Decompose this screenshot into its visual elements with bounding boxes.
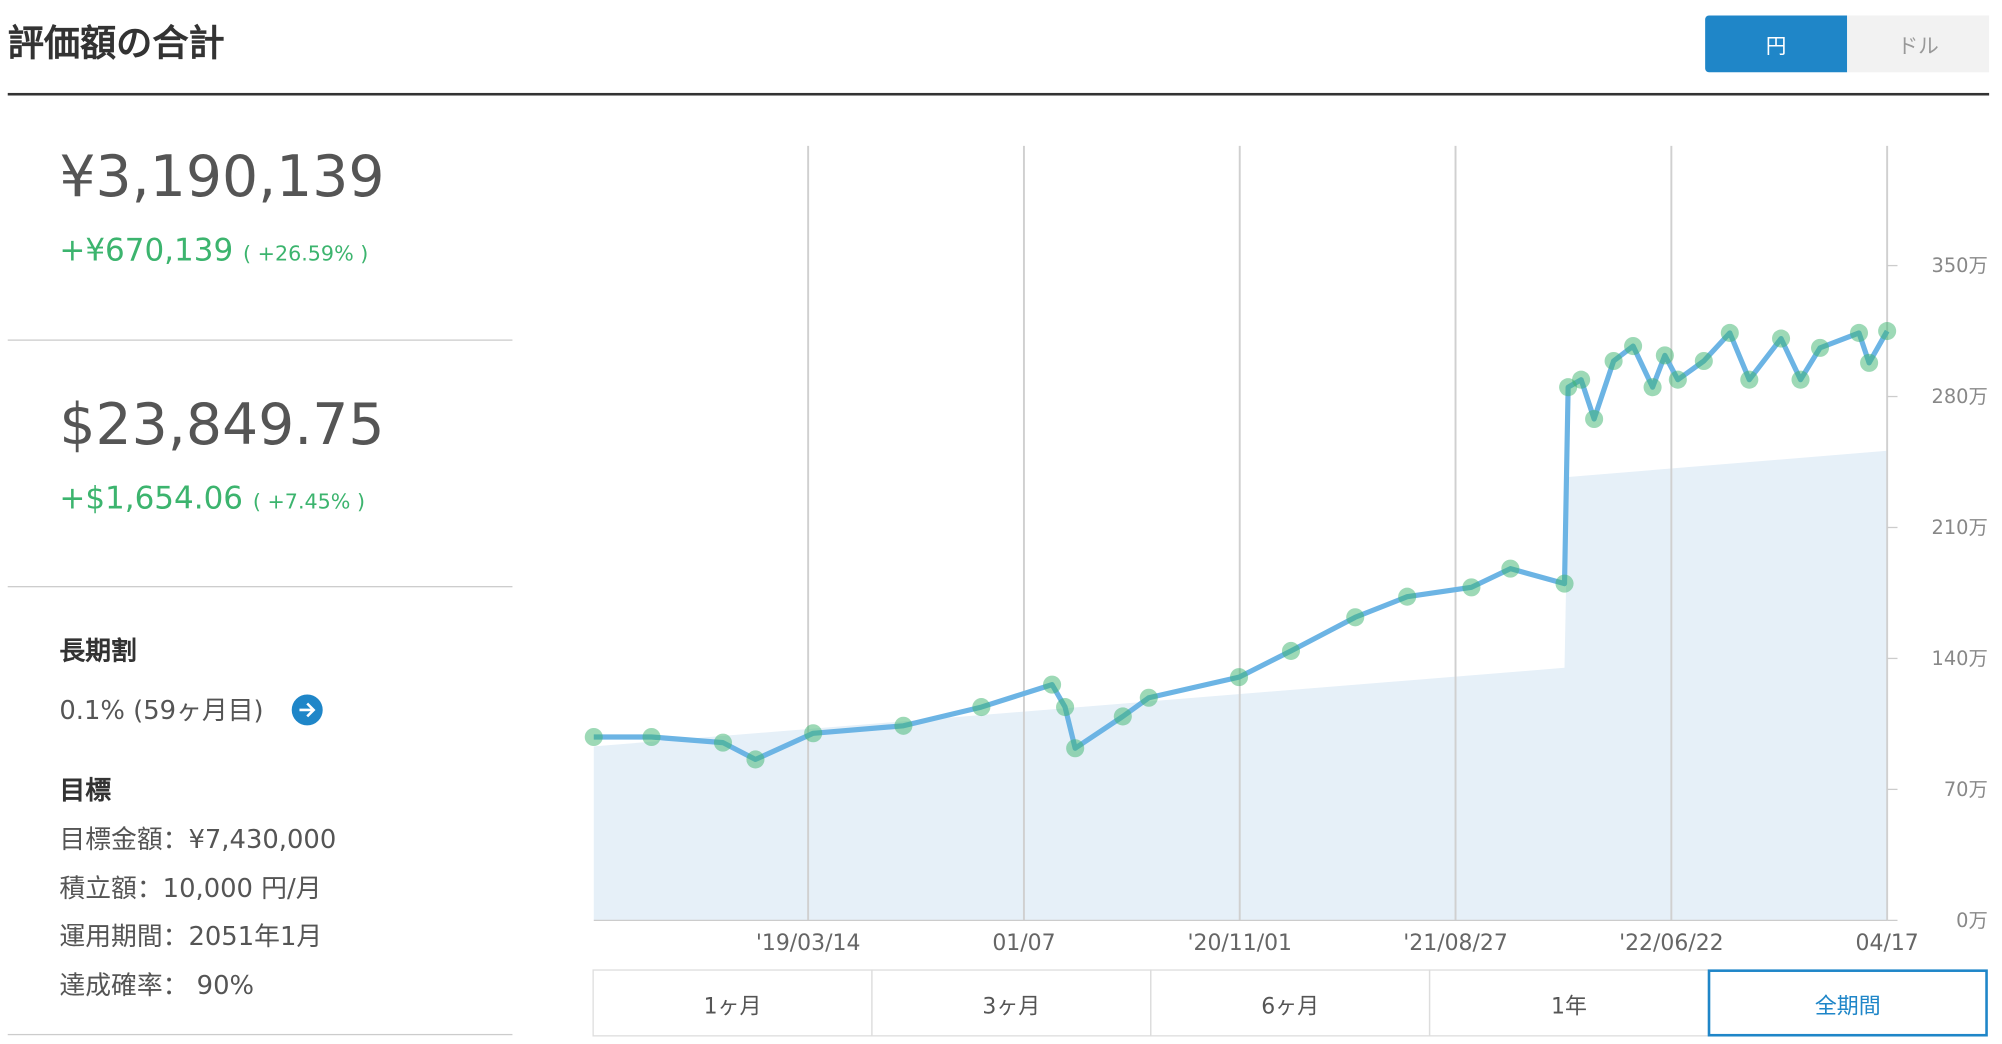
range-button[interactable]: 1ヶ月	[592, 969, 873, 1037]
value-marker	[1604, 351, 1623, 371]
discount-value: 0.1% (59ヶ月目)	[59, 694, 264, 726]
value-marker	[713, 733, 732, 752]
value-marker	[1585, 409, 1604, 429]
value-marker	[1720, 323, 1739, 342]
divider	[7, 586, 513, 588]
value-marker	[1501, 559, 1520, 578]
y-tick-label: 280万	[1932, 385, 1988, 408]
value-marker	[1668, 370, 1687, 389]
yen-button[interactable]: 円	[1705, 15, 1848, 73]
value-marker	[1643, 378, 1662, 397]
value-marker	[1791, 370, 1810, 389]
discount-title: 長期割	[59, 635, 137, 667]
x-tick-label: '21/08/27	[1403, 931, 1508, 956]
y-tick-label: 350万	[1932, 254, 1988, 277]
usd-button[interactable]: ドル	[1847, 15, 1990, 73]
goal-line: 運用期間：2051年1月	[59, 920, 323, 952]
range-button[interactable]: 3ヶ月	[871, 969, 1152, 1037]
value-marker	[1572, 370, 1591, 389]
value-marker	[972, 698, 991, 717]
value-marker	[1810, 338, 1830, 357]
value-marker	[1139, 688, 1158, 707]
value-marker	[746, 750, 765, 769]
y-tick-label: 210万	[1932, 516, 1988, 539]
goal-line: 目標金額：¥7,430,000	[59, 823, 337, 855]
value-marker	[1113, 707, 1132, 726]
value-marker	[642, 727, 661, 747]
y-tick-label: 0万	[1956, 909, 1988, 932]
usd-gain: +$1,654.06 ( +7.45% )	[59, 480, 365, 516]
value-marker	[1056, 698, 1075, 717]
value-marker	[1066, 739, 1085, 758]
value-marker	[1694, 351, 1713, 371]
page-title: 評価額の合計	[7, 21, 225, 65]
value-marker	[1624, 336, 1643, 356]
x-tick-label: '20/11/01	[1187, 931, 1292, 956]
discount-text: 0.1% (59ヶ月目)	[59, 689, 323, 726]
value-marker	[804, 724, 823, 743]
usd-total: $23,849.75	[59, 392, 385, 459]
value-marker	[1555, 574, 1574, 593]
value-marker	[584, 727, 603, 747]
yen-rate: ( +26.59% )	[243, 241, 369, 266]
value-marker	[1849, 323, 1869, 342]
usd-gain-value: +$1,654.06	[59, 480, 244, 517]
range-button[interactable]: 1年	[1428, 969, 1710, 1037]
value-marker	[894, 716, 913, 735]
y-tick-label: 70万	[1944, 778, 1988, 801]
x-tick-label: '19/03/14	[756, 931, 861, 956]
x-tick-label: 04/17	[1856, 931, 1919, 956]
goal-line: 達成確率： 90%	[59, 969, 255, 1001]
goal-line: 積立額：10,000 円/月	[59, 872, 322, 904]
value-marker	[1655, 346, 1674, 365]
value-marker	[1878, 322, 1897, 341]
principal-area	[593, 450, 1888, 921]
value-marker	[1229, 668, 1249, 687]
value-marker	[1346, 608, 1365, 627]
range-button[interactable]: 6ヶ月	[1150, 969, 1431, 1037]
value-marker	[1860, 353, 1879, 372]
yen-total: ¥3,190,139	[59, 144, 385, 211]
range-button[interactable]: 全期間	[1707, 969, 1988, 1037]
divider	[7, 92, 1990, 96]
divider	[7, 1033, 513, 1036]
yen-gain: +¥670,139 ( +26.59% )	[59, 232, 368, 268]
goal-title: 目標	[59, 774, 112, 806]
value-marker	[1462, 578, 1481, 597]
x-tick-label: 01/07	[992, 931, 1055, 956]
value-marker	[1772, 329, 1791, 348]
value-marker	[1740, 370, 1759, 389]
chart: '19/03/14 01/07 '20/11/01 '21/08/27 '22/06/2…	[584, 145, 1988, 956]
value-marker	[1043, 675, 1062, 694]
divider	[7, 339, 513, 341]
value-marker	[1398, 587, 1417, 606]
y-tick-label: 140万	[1932, 647, 1988, 670]
arrow-icon[interactable]	[290, 693, 324, 727]
value-marker	[1281, 641, 1301, 660]
yen-gain-value: +¥670,139	[59, 232, 234, 269]
x-tick-label: '22/06/22	[1619, 931, 1724, 956]
usd-rate: ( +7.45% )	[252, 489, 366, 514]
